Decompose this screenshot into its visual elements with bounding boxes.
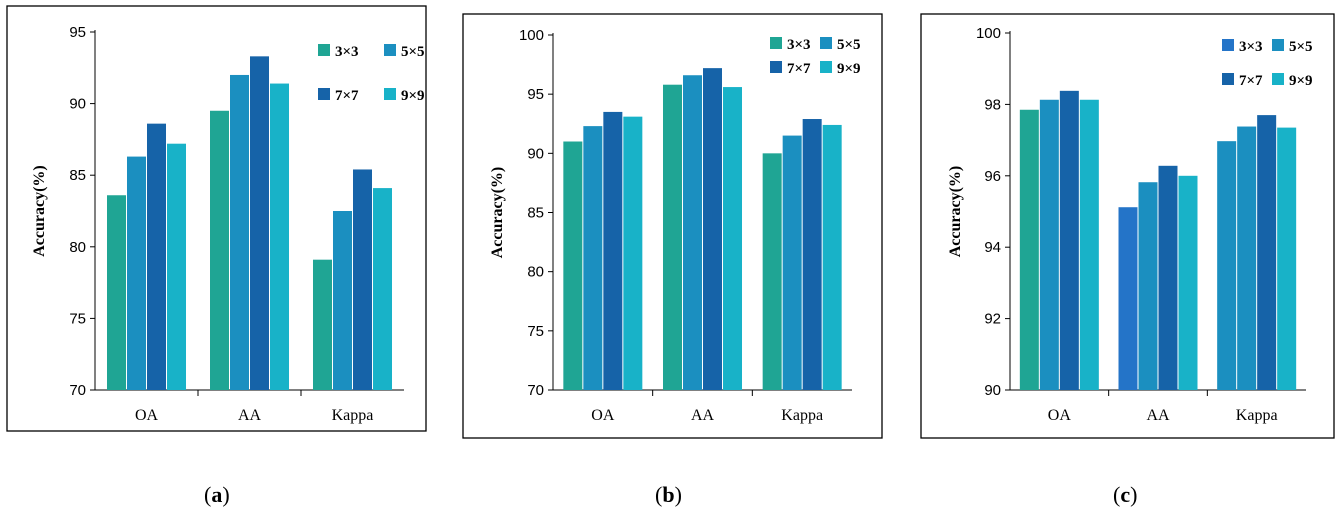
panel-b-bar-oa-2 [603, 111, 623, 391]
panel-b-y-tick-label: 75 [527, 323, 544, 340]
panel-a-y-tick-label: 80 [69, 239, 86, 256]
panel-b-bar-oa-0 [563, 141, 583, 390]
panel-c-legend-swatch-0 [1222, 39, 1234, 51]
panel-c-frame [920, 13, 1335, 439]
panel-c-legend-swatch-3 [1272, 73, 1284, 85]
panel-c-y-axis-label: Accuracy(%) [947, 166, 964, 258]
panel-c-legend-swatch-1 [1272, 39, 1284, 51]
panel-b-x-tick-label: Kappa [781, 407, 823, 424]
panel-a-y-tick-label: 95 [69, 24, 86, 41]
panel-b-bar-kappa-2 [802, 119, 822, 391]
panel-c-y-tick-label: 98 [984, 96, 1001, 113]
panel-c-legend-label-2: 7×7 [1239, 73, 1263, 89]
panel-a-legend-swatch-0 [318, 44, 330, 56]
panel-label-a: (a) [204, 482, 230, 507]
panel-b-bar-oa-1 [583, 126, 603, 390]
panel-b-bar-oa-3 [623, 116, 643, 391]
panel-a-bar-oa-1 [127, 156, 146, 390]
panel-b-bar-aa-0 [663, 84, 682, 390]
panel-c-bar-aa-3 [1178, 175, 1198, 390]
panel-c-bar-kappa-3 [1277, 127, 1297, 390]
panel-a-bar-aa-3 [270, 83, 289, 390]
panel-c-bar-kappa-0 [1217, 141, 1237, 390]
panel-b-legend-label-0: 3×3 [787, 37, 811, 53]
panel-c-x-tick-label: AA [1146, 407, 1170, 424]
panel-a-bar-kappa-1 [333, 211, 352, 390]
panel-c-bar-aa-2 [1158, 165, 1178, 390]
panel-b-y-tick-label: 95 [527, 86, 544, 103]
panel-a-legend-label-1: 5×5 [401, 44, 425, 60]
panel-b-frame [462, 13, 883, 439]
panel-c-bar-oa-0 [1019, 109, 1039, 390]
panel-b-bar-aa-1 [683, 75, 702, 390]
panel-a-x-tick-label: Kappa [332, 407, 374, 424]
panel-label-c: (c) [1113, 482, 1138, 507]
panel-b-legend-label-1: 5×5 [837, 37, 861, 53]
panel-a-bar-aa-1 [230, 74, 249, 391]
panel-a-legend-label-3: 9×9 [401, 88, 425, 104]
panel-a-x-tick-label: AA [238, 407, 262, 424]
panel-b-legend-label-3: 9×9 [837, 61, 861, 77]
panel-b-legend-label-2: 7×7 [787, 61, 811, 77]
panel-a-y-tick-label: 75 [69, 310, 86, 327]
panel-a-bar-oa-0 [107, 195, 126, 390]
panel-a-bar-oa-3 [167, 143, 186, 390]
panel-b-x-tick-label: AA [691, 407, 715, 424]
panel-b-y-tick-label: 70 [527, 382, 544, 399]
panel-c-bar-oa-1 [1039, 99, 1059, 390]
panel-c-legend-label-0: 3×3 [1239, 39, 1263, 55]
panel-b-legend-swatch-2 [770, 61, 782, 73]
panel-a-bar-aa-0 [210, 110, 229, 390]
panel-b-y-tick-label: 80 [527, 264, 544, 281]
panel-b-y-axis-label: Accuracy(%) [489, 167, 506, 259]
panel-a-bar-kappa-3 [373, 188, 392, 390]
panel-c-legend-label-3: 9×9 [1289, 73, 1313, 89]
panel-b-bar-kappa-1 [782, 135, 802, 390]
panel-a-legend-swatch-1 [384, 44, 396, 56]
panel-c-y-tick-label: 94 [984, 239, 1001, 256]
panel-c-y-tick-label: 90 [984, 382, 1001, 399]
panel-c-y-tick-label: 96 [984, 168, 1001, 185]
panel-a-bar-kappa-2 [353, 169, 372, 390]
panel-c-bar-aa-1 [1138, 182, 1158, 390]
panel-label-b: (b) [655, 482, 682, 507]
panel-b-legend-swatch-1 [820, 37, 832, 49]
panel-b-x-tick-label: OA [591, 407, 615, 424]
panel-a-x-tick-label: OA [135, 407, 159, 424]
panel-c-bar-kappa-1 [1237, 126, 1257, 390]
panel-b-legend-swatch-3 [820, 61, 832, 73]
panel-b-bar-kappa-0 [762, 153, 782, 390]
panel-c-bar-oa-2 [1059, 90, 1079, 391]
panel-c-legend-swatch-2 [1222, 73, 1234, 85]
panel-b-legend-swatch-0 [770, 37, 782, 49]
panel-b-bar-aa-3 [723, 87, 742, 391]
panel-a-legend-swatch-2 [318, 88, 330, 100]
panel-a-y-tick-label: 70 [69, 382, 86, 399]
panel-a-bar-aa-2 [250, 56, 269, 391]
panel-b-bar-aa-2 [703, 68, 722, 390]
panel-c-bar-oa-3 [1079, 99, 1099, 390]
panel-b-bar-kappa-3 [822, 124, 842, 390]
panel-c-x-tick-label: OA [1048, 407, 1072, 424]
panel-b-y-tick-label: 90 [527, 145, 544, 162]
panel-a-bar-kappa-0 [313, 259, 332, 390]
panel-b-y-tick-label: 85 [527, 205, 544, 222]
panel-a-legend-label-2: 7×7 [335, 88, 359, 104]
panel-b-y-tick-label: 100 [519, 27, 544, 44]
panel-a-legend-swatch-3 [384, 88, 396, 100]
panel-c-bar-aa-0 [1118, 207, 1138, 390]
panel-c-bar-kappa-2 [1257, 115, 1277, 391]
panel-c-y-tick-label: 92 [984, 311, 1001, 328]
panel-a-y-tick-label: 85 [69, 167, 86, 184]
panel-c-legend-label-1: 5×5 [1289, 39, 1313, 55]
panel-a-bar-oa-2 [147, 123, 166, 390]
panel-a-frame [6, 5, 427, 432]
panel-c-y-tick-label: 100 [976, 25, 1001, 42]
panel-a-y-axis-label: Accuracy(%) [31, 165, 48, 257]
panel-c-x-tick-label: Kappa [1236, 407, 1278, 424]
panel-a-y-tick-label: 90 [69, 96, 86, 113]
panel-a-legend-label-0: 3×3 [335, 44, 359, 60]
